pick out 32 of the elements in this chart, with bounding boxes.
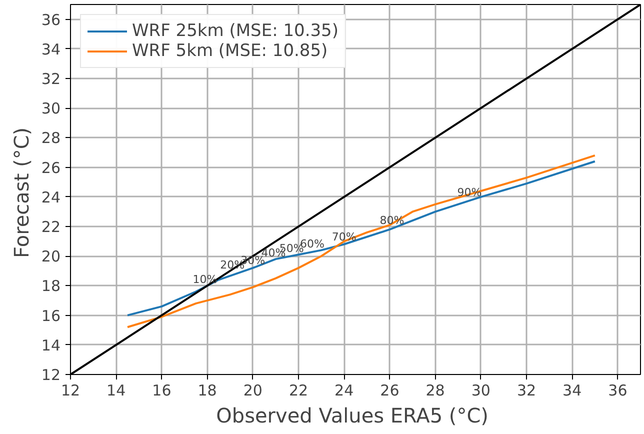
x-axis-title: Observed Values ERA5 (°C) [216, 404, 488, 428]
y-tick-label: 26 [41, 158, 61, 177]
y-tick-label: 22 [41, 218, 61, 236]
x-tick-label: 12 [60, 382, 80, 400]
x-tick-label: 36 [608, 382, 628, 400]
y-tick-label: 12 [41, 366, 61, 384]
y-tick-label: 16 [41, 306, 61, 325]
legend-label: WRF 25km (MSE: 10.35) [132, 21, 339, 41]
y-tick-label: 24 [41, 188, 61, 206]
annotation: 10% [192, 273, 218, 286]
x-tick-label: 14 [106, 382, 126, 400]
x-tick-label: 16 [152, 382, 172, 400]
legend-label: WRF 5km (MSE: 10.85) [132, 41, 328, 61]
y-tick-label: 30 [41, 100, 61, 118]
annotation: 70% [332, 230, 356, 244]
y-tick-label: 36 [41, 10, 61, 29]
y-tick-label: 14 [41, 336, 61, 354]
y-tick-label: 18 [41, 277, 61, 296]
x-tick-label: 26 [380, 382, 400, 400]
x-tick-label: 20 [243, 382, 262, 400]
x-tick-label: 32 [516, 382, 536, 400]
y-tick-label: 28 [41, 129, 61, 148]
x-tick-label: 24 [334, 382, 354, 400]
x-tick-label: 34 [562, 382, 582, 400]
x-tick-label: 22 [288, 382, 308, 400]
y-axis-title: Forecast (°C) [9, 127, 34, 258]
y-tick-label: 32 [41, 70, 61, 88]
x-tick-label: 30 [471, 382, 490, 400]
x-tick-label: 28 [426, 382, 445, 400]
x-tick-label: 18 [198, 382, 217, 400]
y-tick-label: 34 [41, 40, 61, 58]
y-tick-label: 20 [41, 248, 61, 266]
